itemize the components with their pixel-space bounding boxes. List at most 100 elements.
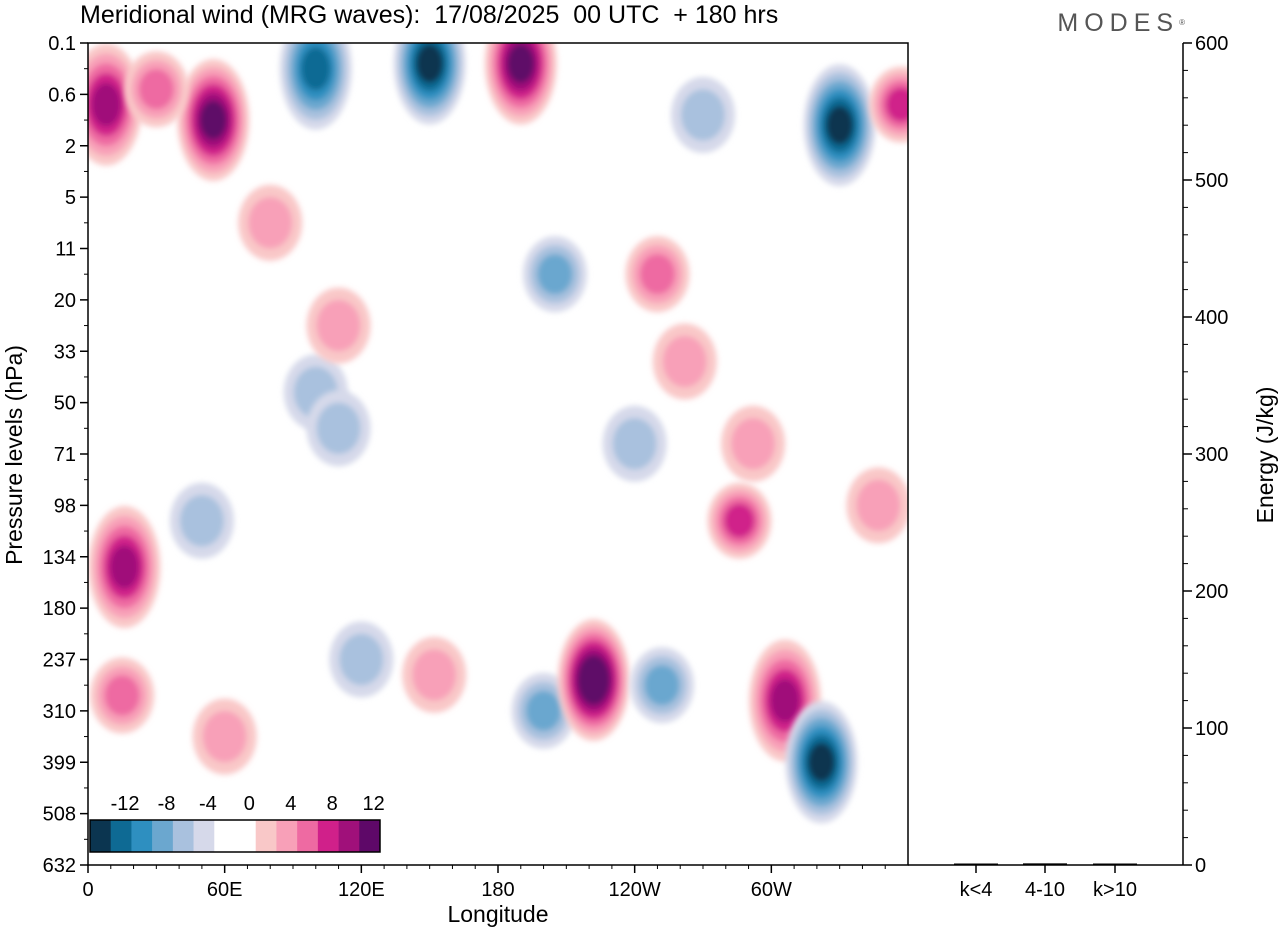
wind-anomaly-17 [557,619,630,742]
heatmap-field [88,43,908,824]
x-axis-title: Longitude [447,901,548,927]
wind-contour-level [681,89,725,141]
wind-anomaly-13 [90,657,155,734]
brand-logo: MODES® [1057,8,1185,38]
colorbar-swatch [297,820,319,852]
y-tick-label: 399 [43,752,76,774]
y-tick-label: 0.6 [48,84,76,106]
wind-anomaly-5 [393,43,466,125]
wind-anomaly-25 [306,390,371,467]
wind-contour-level [808,742,835,782]
wind-contour-level [109,545,140,589]
y-tick-label: 11 [55,239,76,261]
wind-anomaly-6 [484,43,557,125]
energy-axis-title: Energy (J/kg) [1252,387,1278,524]
wind-anomaly-29 [602,405,667,482]
colorbar-swatch [152,820,174,852]
wind-contour-level [416,44,443,83]
wind-contour-level [770,678,800,723]
wind-contour-level [248,197,293,249]
energy-tick-label: 300 [1195,444,1228,466]
wind-anomaly-12 [88,506,161,629]
x-tick-label: 60W [751,879,792,901]
wind-anomaly-18 [630,647,694,724]
energy-category-label: 4-10 [1025,879,1065,901]
wind-anomaly-2 [124,51,189,128]
wind-contour-level [202,710,247,763]
colorbar-swatch [90,820,112,852]
y-tick-label: 0.1 [48,33,76,55]
wind-anomaly-26 [306,287,371,364]
wind-contour-level [526,690,562,732]
energy-tick-label: 400 [1195,307,1228,329]
energy-bar-k<4 [954,863,998,865]
y-tick-label: 20 [54,290,76,312]
y-tick-label: 632 [43,855,76,877]
colorbar-label: -8 [158,793,176,815]
wind-contour-level [537,253,573,295]
colorbar-label: -4 [199,793,217,815]
energy-tick-label: 600 [1195,33,1228,55]
y-tick-label: 310 [43,701,76,723]
y-tick-label: 180 [43,598,76,620]
colorbar-swatch [110,820,132,852]
colorbar-frame [89,819,381,853]
colorbar-swatch [214,820,236,852]
wind-contour-level [886,87,908,122]
wind-contour-level [339,633,384,686]
y-tick-label: 98 [54,495,76,517]
y-tick-label: 71 [54,444,76,466]
colorbar-swatch [235,820,257,852]
wind-contour-level [316,402,361,455]
wind-anomaly-9 [671,76,735,153]
colorbar-swatch [338,820,360,852]
energy-tick-label: 200 [1195,581,1228,603]
y-tick-label: 237 [43,650,76,672]
wind-anomaly-3 [238,184,303,261]
wind-contour-level [612,418,657,470]
energy-category-label: k<4 [960,879,993,901]
wind-contour-level [412,649,457,701]
wind-contour-level [724,503,755,538]
brand-mark: ® [1179,18,1185,27]
wind-anomaly-10 [803,64,876,187]
wind-contour-level [301,46,331,91]
colorbar-label: -12 [111,793,140,815]
wind-contour-level [507,44,535,83]
wind-anomaly-4 [279,43,352,130]
x-tick-label: 60E [207,879,243,901]
energy-tick-label: 100 [1195,718,1228,740]
energy-category-label: k>10 [1093,879,1137,901]
y-axis-title: Pressure levels (hPa) [1,345,27,565]
colorbar-swatch [359,820,381,852]
wind-anomaly-14 [329,621,394,698]
wind-contour-level [644,664,680,706]
wind-contour-level [138,69,174,110]
colorbar-swatch [255,820,277,852]
brand-text: MODES [1057,9,1180,37]
wind-contour-level [856,479,901,532]
energy-tick-label: 0 [1195,855,1206,877]
wind-contour-level [316,299,361,352]
wind-anomaly-15 [402,636,467,713]
colorbar-label: 8 [327,793,338,815]
y-tick-label: 508 [43,804,76,826]
colorbar-swatch [172,820,194,852]
energy-bar-4-10 [1023,863,1067,865]
x-tick-label: 120W [609,879,661,901]
wind-contour-level [731,418,776,470]
energy-tick-label: 500 [1195,170,1228,192]
colorbar-swatch [131,820,153,852]
x-tick-label: 180 [481,879,514,901]
colorbar: -12 -8 -4 0 4 8 12 [89,793,385,853]
x-tick-label: 0 [82,879,93,901]
wind-anomaly-28 [721,405,786,482]
y-tick-label: 134 [43,547,76,569]
wind-contour-level [662,335,707,388]
colorbar-swatch [317,820,339,852]
colorbar-label: 12 [363,793,385,815]
wind-anomaly-1 [177,59,250,182]
wind-anomaly-22 [846,467,908,544]
wind-contour-level [104,675,140,716]
heatmap-axes: 0.1 0.6 2 5 11 20 33 50 71 98 134 180 237 310 399 508 63… [43,33,909,901]
